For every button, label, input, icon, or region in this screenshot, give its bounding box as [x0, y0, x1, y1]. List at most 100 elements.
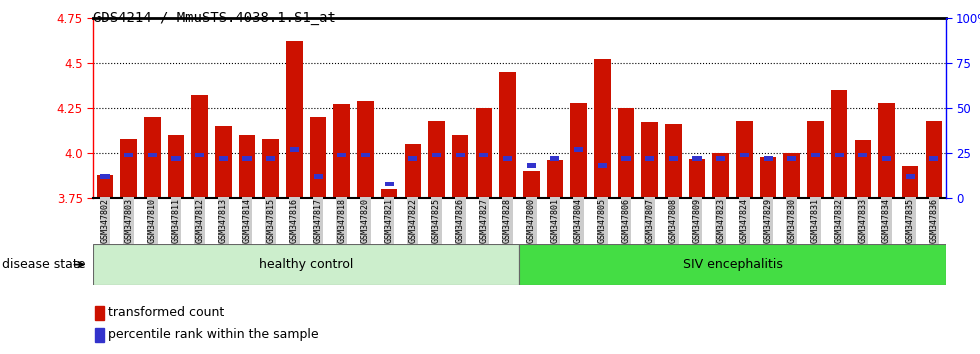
Bar	[808, 121, 824, 198]
Bar	[712, 153, 729, 198]
Bar	[191, 95, 208, 198]
Text: GSM347812: GSM347812	[195, 198, 204, 243]
Text: GSM347804: GSM347804	[574, 198, 583, 243]
Bar	[432, 153, 441, 157]
Text: GSM347831: GSM347831	[810, 198, 820, 243]
Bar	[855, 141, 871, 198]
Bar	[263, 139, 279, 198]
Bar	[144, 117, 161, 198]
Text: GSM347826: GSM347826	[456, 198, 465, 243]
Bar	[239, 135, 256, 198]
Text: GSM347829: GSM347829	[763, 198, 772, 243]
Bar	[760, 157, 776, 198]
Bar	[526, 164, 536, 168]
Text: GSM347813: GSM347813	[219, 198, 228, 243]
Text: GSM347809: GSM347809	[693, 198, 702, 243]
Bar	[689, 159, 706, 198]
Bar	[93, 244, 519, 285]
Text: healthy control: healthy control	[259, 258, 354, 271]
Bar	[763, 156, 772, 161]
Bar	[519, 244, 946, 285]
Bar	[456, 153, 465, 157]
Text: GSM347828: GSM347828	[503, 198, 513, 243]
Text: disease state: disease state	[2, 258, 85, 271]
Bar	[290, 147, 299, 152]
Bar	[95, 327, 104, 342]
Text: GSM347817: GSM347817	[314, 198, 322, 243]
Text: GSM347821: GSM347821	[384, 198, 394, 243]
Text: GSM347822: GSM347822	[409, 198, 417, 243]
Text: GSM347827: GSM347827	[479, 198, 488, 243]
Bar	[286, 41, 303, 198]
Text: GSM347823: GSM347823	[716, 198, 725, 243]
Bar	[547, 160, 563, 198]
Bar	[668, 156, 678, 161]
Bar	[693, 156, 702, 161]
Bar	[310, 117, 326, 198]
Text: SIV encephalitis: SIV encephalitis	[683, 258, 782, 271]
Text: GSM347816: GSM347816	[290, 198, 299, 243]
Bar	[598, 164, 607, 168]
Text: GSM347805: GSM347805	[598, 198, 607, 243]
Bar	[428, 121, 445, 198]
Bar	[570, 103, 587, 198]
Text: GSM347825: GSM347825	[432, 198, 441, 243]
Bar	[267, 156, 275, 161]
Bar	[902, 166, 918, 198]
Bar	[97, 175, 114, 198]
Text: transformed count: transformed count	[108, 306, 224, 319]
Bar	[787, 156, 797, 161]
Bar	[645, 156, 655, 161]
Bar	[882, 156, 891, 161]
Bar	[617, 108, 634, 198]
Bar	[452, 135, 468, 198]
Text: GDS4214 / MmuSTS.4038.1.S1_at: GDS4214 / MmuSTS.4038.1.S1_at	[93, 11, 336, 25]
Bar	[314, 174, 322, 179]
Text: GSM347811: GSM347811	[172, 198, 180, 243]
Text: GSM347808: GSM347808	[668, 198, 678, 243]
Text: GSM347836: GSM347836	[929, 198, 939, 243]
Bar	[925, 121, 942, 198]
Bar	[929, 156, 939, 161]
Bar	[242, 156, 252, 161]
Bar	[95, 306, 104, 320]
Text: GSM347800: GSM347800	[526, 198, 536, 243]
Bar	[124, 153, 133, 157]
Text: GSM347806: GSM347806	[621, 198, 630, 243]
Text: GSM347818: GSM347818	[337, 198, 346, 243]
Bar	[736, 121, 753, 198]
Bar	[361, 153, 370, 157]
Bar	[831, 90, 848, 198]
Bar	[641, 122, 658, 198]
Text: GSM347830: GSM347830	[787, 198, 797, 243]
Text: GSM347803: GSM347803	[124, 198, 133, 243]
Bar	[783, 153, 800, 198]
Bar	[168, 135, 184, 198]
Bar	[594, 59, 611, 198]
Text: GSM347824: GSM347824	[740, 198, 749, 243]
Text: GSM347807: GSM347807	[645, 198, 655, 243]
Text: GSM347815: GSM347815	[267, 198, 275, 243]
Bar	[475, 108, 492, 198]
Bar	[100, 174, 110, 179]
Text: GSM347834: GSM347834	[882, 198, 891, 243]
Text: percentile rank within the sample: percentile rank within the sample	[108, 329, 318, 342]
Text: GSM347810: GSM347810	[148, 198, 157, 243]
Bar	[906, 174, 914, 179]
Bar	[121, 139, 137, 198]
Bar	[172, 156, 180, 161]
Bar	[148, 153, 157, 157]
Bar	[499, 72, 515, 198]
Text: GSM347832: GSM347832	[835, 198, 844, 243]
Text: GSM347833: GSM347833	[858, 198, 867, 243]
Bar	[405, 144, 421, 198]
Bar	[716, 156, 725, 161]
Bar	[409, 156, 417, 161]
Text: GSM347802: GSM347802	[100, 198, 110, 243]
Bar	[665, 124, 682, 198]
Bar	[384, 182, 394, 186]
Bar	[357, 101, 373, 198]
Text: GSM347820: GSM347820	[361, 198, 370, 243]
Text: GSM347814: GSM347814	[242, 198, 252, 243]
Bar	[621, 156, 630, 161]
